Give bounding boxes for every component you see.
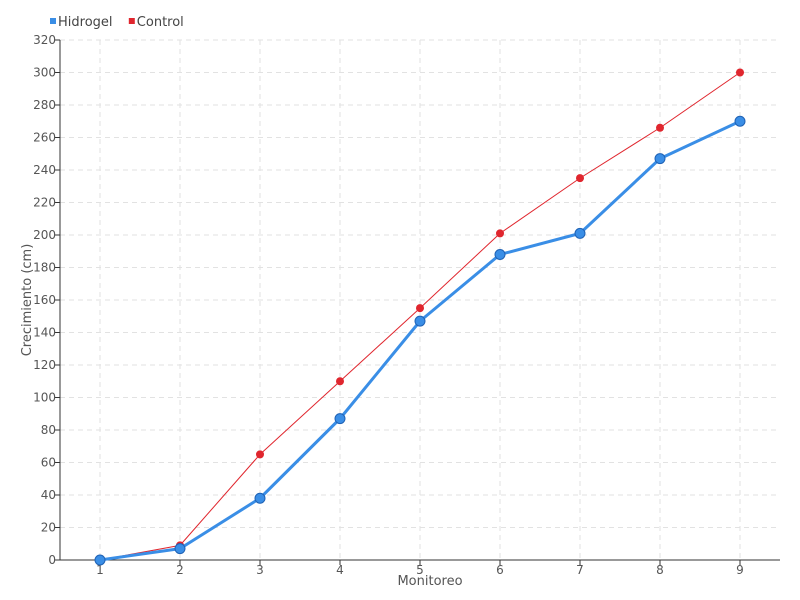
data-point-hidrogel	[494, 249, 506, 260]
data-point-control	[416, 304, 424, 313]
x-tick-label: 2	[176, 563, 184, 577]
data-point-hidrogel	[574, 227, 586, 239]
data-point-hidrogel	[94, 554, 106, 566]
y-tick-label: 320	[33, 33, 56, 47]
grid	[60, 39, 780, 560]
data-point-control	[496, 229, 504, 238]
axes: 0 20 40 60 80 100 120 140 160 180 200 220 240 260 280 3…	[33, 33, 780, 577]
y-tick-label: 280	[33, 98, 56, 112]
y-tick-label: 140	[33, 326, 56, 340]
y-tick-label: 260	[33, 131, 56, 145]
y-tick-label: 180	[33, 261, 56, 275]
data-point-hidrogel	[414, 315, 426, 327]
x-tick-label: 9	[736, 563, 744, 577]
legend-label: Hidrogel	[58, 15, 113, 30]
legend-item-hidrogel: Hidrogel	[50, 15, 113, 30]
y-tick-label: 60	[41, 456, 56, 470]
y-tick-label: 200	[33, 228, 56, 242]
y-tick-label: 120	[33, 358, 56, 372]
y-tick-label: 40	[41, 488, 56, 502]
legend-label: Control	[137, 15, 184, 30]
y-axis-title: Crecimiento (cm)	[20, 244, 35, 357]
data-point-control	[736, 68, 744, 77]
data-point-control	[576, 174, 584, 183]
data-point-control	[656, 123, 664, 132]
data-point-control	[336, 377, 344, 386]
data-point-hidrogel	[174, 543, 186, 555]
y-tick-label: 220	[33, 196, 56, 210]
legend: Hidrogel Control	[50, 15, 184, 30]
data-point-hidrogel	[734, 115, 746, 127]
y-tick-label: 100	[33, 391, 56, 405]
y-tick-label: 300	[33, 66, 56, 80]
x-tick-label: 1	[96, 563, 104, 577]
y-tick-label: 20	[41, 521, 56, 535]
y-tick-label: 240	[33, 163, 56, 177]
y-tick-label: 80	[41, 423, 56, 437]
data-point-hidrogel	[334, 413, 346, 425]
series-hidrogel	[94, 115, 746, 566]
data-point-hidrogel	[254, 492, 266, 504]
legend-swatch	[50, 18, 56, 24]
x-axis-title: Monitoreo	[397, 574, 462, 589]
data-point-control	[256, 450, 264, 459]
x-tick-label: 5	[416, 563, 424, 577]
legend-item-control: Control	[128, 15, 184, 30]
data-point-hidrogel	[654, 153, 666, 165]
x-tick-label: 4	[336, 563, 344, 577]
legend-swatch	[128, 18, 135, 24]
x-tick-label: 7	[576, 563, 584, 577]
series-layer	[94, 68, 746, 566]
x-tick-label: 8	[656, 563, 664, 577]
x-tick-label: 3	[256, 563, 264, 577]
y-tick-label: 160	[33, 293, 56, 307]
x-tick-label: 6	[496, 563, 504, 577]
y-tick-label: 0	[48, 553, 56, 567]
